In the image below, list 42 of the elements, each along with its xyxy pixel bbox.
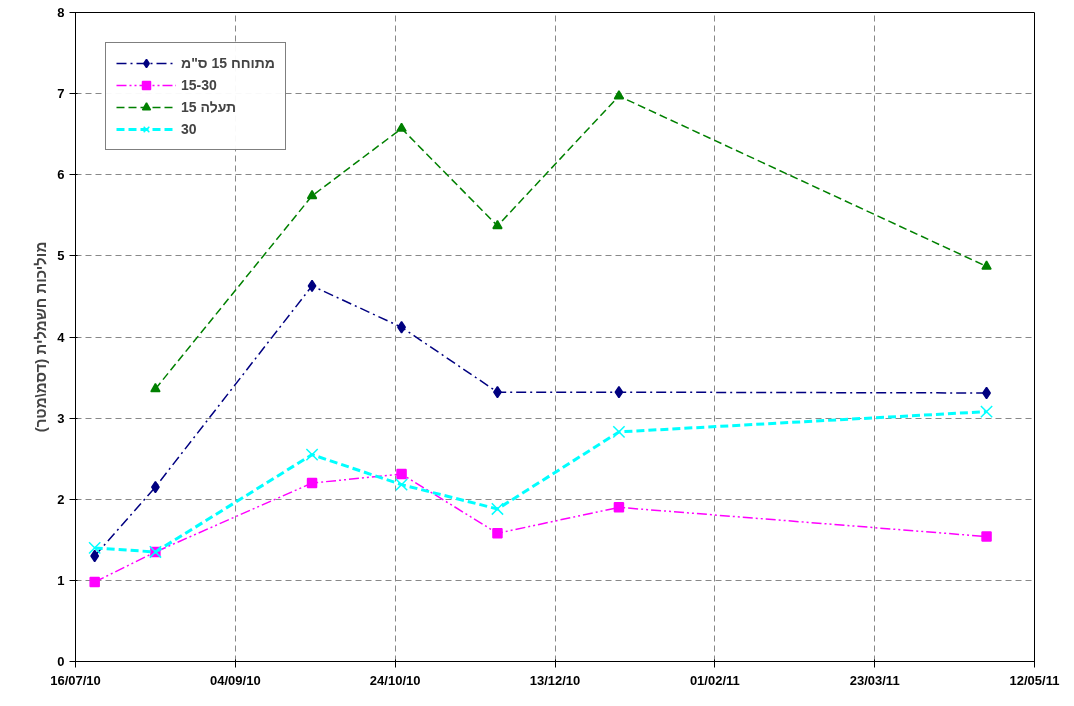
y-tick-label: 8: [57, 5, 65, 20]
point: [980, 405, 993, 419]
legend-label: 30: [181, 121, 198, 137]
x-tick-label: 23/03/11: [849, 672, 900, 688]
point: [306, 189, 318, 200]
point: [396, 122, 407, 132]
y-axis-title: מוליכות חשמלית (דסמ\מטר): [32, 241, 50, 433]
point: [981, 531, 992, 542]
legend-label: תעלה 15: [181, 99, 237, 115]
y-tick-label: 7: [57, 86, 65, 102]
x-tick-label: 24/10/10: [369, 672, 421, 688]
point: [492, 528, 503, 539]
point: [150, 382, 161, 393]
point: [492, 219, 503, 230]
point: [89, 576, 100, 588]
point: [90, 549, 100, 563]
point: [396, 468, 407, 480]
point: [307, 279, 317, 293]
point: [306, 477, 318, 489]
point: [88, 541, 102, 555]
point: [613, 90, 625, 100]
point: [981, 260, 992, 270]
x-tick-label: 01/02/11: [689, 672, 740, 688]
y-tick-label: 0: [57, 654, 65, 669]
y-tick-label: 1: [57, 572, 65, 588]
legend-label: מתוחח 15 ס"מ: [181, 55, 275, 71]
y-tick-label: 5: [57, 248, 65, 264]
point: [614, 385, 624, 399]
x-tick-label: 16/07/10: [50, 672, 101, 688]
x-tick-label: 13/12/10: [529, 672, 581, 688]
x-tick-label: 12/05/11: [1009, 672, 1060, 688]
y-tick-label: 4: [57, 329, 66, 345]
y-tick-label: 2: [57, 491, 65, 507]
point: [395, 478, 408, 492]
point: [491, 502, 504, 516]
point: [305, 448, 319, 462]
y-tick-label: 6: [57, 167, 65, 183]
y-tick-label: 3: [57, 410, 65, 426]
point: [612, 425, 626, 439]
point: [613, 502, 625, 513]
x-tick-label: 04/09/10: [210, 672, 261, 688]
legend-label: 15-30: [181, 77, 217, 93]
